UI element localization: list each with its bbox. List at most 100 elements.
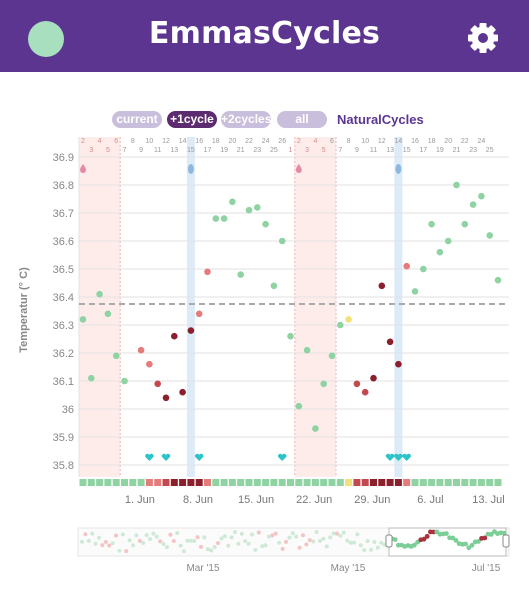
y-tick-label: 36.5 xyxy=(53,264,74,276)
overview-point xyxy=(355,532,360,537)
overview-point xyxy=(392,537,398,542)
cycle-day-label: 8 xyxy=(347,138,351,145)
day-status-cell xyxy=(204,479,211,486)
overview-point xyxy=(168,532,173,537)
day-status-cell xyxy=(270,479,278,486)
day-status-cell xyxy=(336,479,344,486)
overview-point xyxy=(86,538,91,543)
overview-point xyxy=(476,539,481,544)
range-button-1cycle[interactable]: +1cycle xyxy=(167,111,217,128)
overview-point xyxy=(182,549,186,554)
overview-point xyxy=(209,548,214,553)
overview-point xyxy=(151,531,156,536)
overview-point xyxy=(348,540,353,545)
naturalcycles-link[interactable]: NaturalCycles xyxy=(337,112,424,127)
day-status-cell xyxy=(212,479,220,486)
day-status-cell xyxy=(411,479,419,486)
heart-icon xyxy=(145,453,154,461)
overview-point xyxy=(453,538,459,543)
temperature-point xyxy=(411,288,419,295)
day-status-cell xyxy=(145,479,153,486)
cycle-day-label: 4 xyxy=(98,138,102,145)
overview-point xyxy=(107,543,112,548)
overview-point xyxy=(80,539,84,544)
temperature-point xyxy=(204,268,211,276)
cycle-day-label: 22 xyxy=(245,138,253,145)
overview-point xyxy=(287,535,292,540)
overview-point xyxy=(114,533,118,538)
day-status-cell xyxy=(461,479,469,486)
y-tick-label: 36 xyxy=(62,404,74,416)
temperature-point xyxy=(295,402,303,410)
cycle-day-label: 16 xyxy=(195,138,203,145)
overview-point xyxy=(134,533,139,538)
temperature-point xyxy=(187,327,195,334)
temperature-point xyxy=(320,380,328,388)
temperature-point xyxy=(345,316,352,323)
temperature-point xyxy=(353,380,361,388)
temperature-point xyxy=(420,265,427,273)
range-button-all[interactable]: all xyxy=(277,111,327,128)
y-tick-label: 36.3 xyxy=(53,320,74,332)
overview-point xyxy=(100,543,105,548)
gear-icon[interactable] xyxy=(465,20,501,56)
day-status-cell xyxy=(494,479,502,486)
overview-point xyxy=(444,531,449,536)
cycle-day-label: 22 xyxy=(461,138,469,145)
y-tick-label: 36.1 xyxy=(53,376,74,388)
day-status-cell xyxy=(170,479,178,486)
heart-icon xyxy=(277,453,287,461)
y-tick-label: 36.8 xyxy=(53,180,74,192)
temperature-point xyxy=(494,276,502,284)
cycle-day-label: 20 xyxy=(229,138,237,145)
day-status-cell xyxy=(419,479,427,486)
overview-point xyxy=(263,543,268,548)
overview-point xyxy=(314,530,319,535)
overview-point xyxy=(362,548,367,553)
overview-point xyxy=(290,531,295,536)
cycle-day-label: 14 xyxy=(179,138,187,145)
overview-point xyxy=(372,539,377,544)
drop-icon xyxy=(295,164,302,173)
overview-point xyxy=(233,530,237,535)
range-button-2cycles[interactable]: +2cycles xyxy=(221,111,272,128)
cycle-day-label: 6 xyxy=(114,138,118,145)
temperature-point xyxy=(96,290,103,298)
cycle-day-label: 5 xyxy=(322,147,326,154)
day-status-cell xyxy=(469,479,477,486)
cycle-day-label: 10 xyxy=(361,138,369,145)
temperature-point xyxy=(378,282,386,290)
range-button-current[interactable]: current xyxy=(112,111,162,128)
overview-point xyxy=(226,543,231,548)
cycle-day-label: 17 xyxy=(204,147,212,154)
drag-handle-icon[interactable] xyxy=(502,534,510,548)
drag-handle-icon[interactable] xyxy=(385,534,393,548)
y-tick-label: 36.4 xyxy=(53,292,74,304)
y-tick-label: 35.9 xyxy=(53,432,74,444)
overview-point xyxy=(375,545,380,550)
overview-point xyxy=(369,547,373,552)
overview-point xyxy=(154,534,159,539)
overview-point xyxy=(131,543,135,548)
day-status-cell xyxy=(428,479,436,486)
overview-point xyxy=(379,540,384,545)
day-status-cell xyxy=(228,479,236,486)
overview-point xyxy=(301,533,305,538)
overview-point xyxy=(90,531,95,536)
date-axis-label: 13. Jul xyxy=(472,494,504,506)
drop-icon xyxy=(80,164,86,173)
overview-point xyxy=(148,537,152,542)
overview-point xyxy=(236,541,241,546)
overview-point xyxy=(321,536,326,541)
cycle-day-label: 3 xyxy=(89,147,93,154)
avatar[interactable] xyxy=(28,21,64,57)
day-status-cell xyxy=(104,479,112,486)
overview-point xyxy=(212,544,217,549)
day-status-cell xyxy=(394,479,402,486)
overview-point xyxy=(229,535,234,540)
cycle-day-label: 18 xyxy=(428,138,436,145)
overview-point xyxy=(250,532,254,537)
y-tick-label: 36.7 xyxy=(53,208,74,220)
day-status-cell xyxy=(121,479,128,486)
